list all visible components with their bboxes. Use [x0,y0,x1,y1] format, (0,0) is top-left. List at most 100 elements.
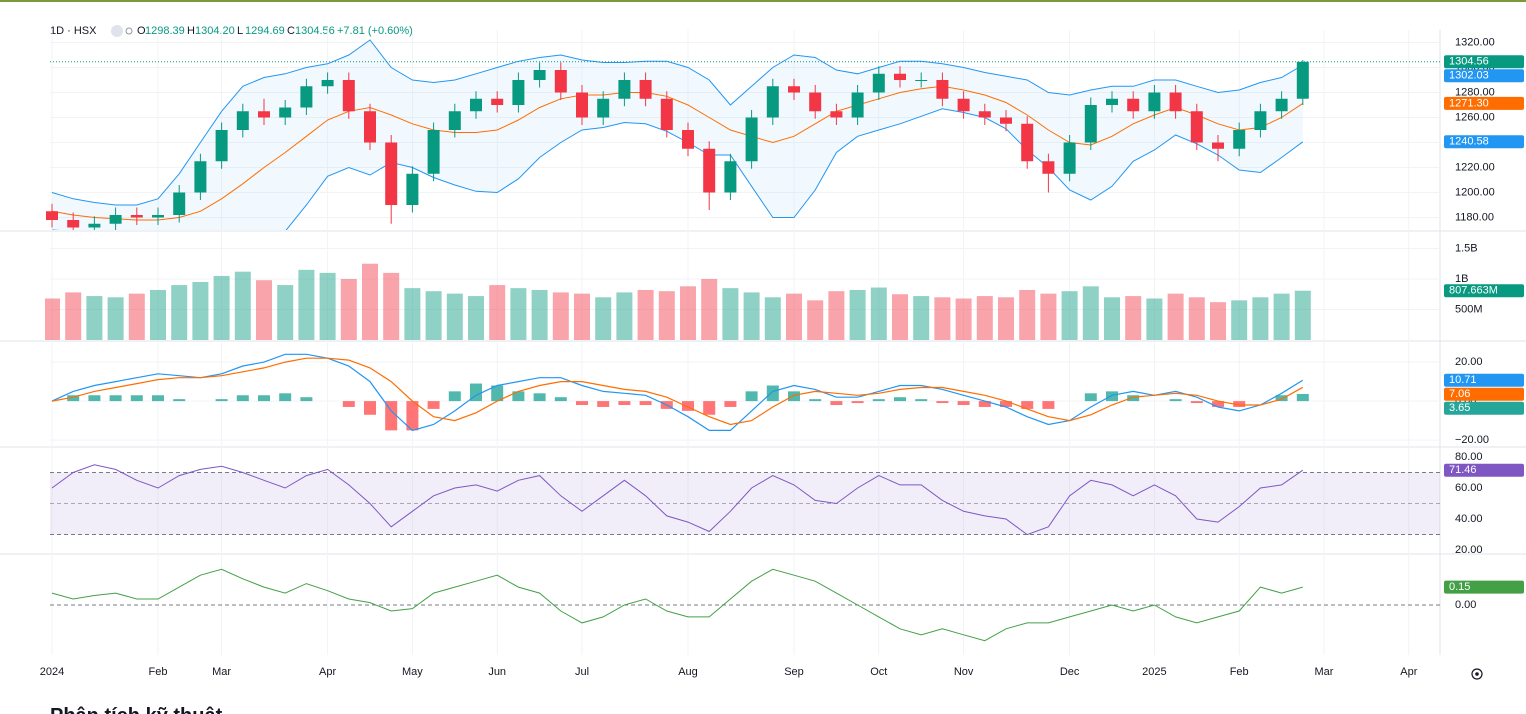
volume-bar [870,287,887,340]
value-tag [1444,463,1524,477]
histogram-bar [915,399,928,402]
candle-body [491,98,504,105]
volume-bar [976,296,993,340]
candle-body [1106,98,1118,105]
candle-body [957,98,970,112]
candle-body [46,211,58,220]
y-tick-label: 40.00 [1455,513,1483,525]
x-tick-label: Dec [1060,666,1080,678]
candle-body [703,148,716,193]
y-tick-label: 0.00 [1455,599,1476,611]
histogram-bar [1233,401,1246,407]
y-tick-label: 1B [1455,273,1468,285]
candle-body [660,98,673,130]
value-tag [1444,96,1524,110]
volume-bar [234,271,251,340]
histogram-bar [88,395,101,402]
pane-4 [50,568,1440,642]
histogram-bar [1212,401,1224,407]
x-tick-label: Sep [784,666,804,678]
histogram-bar [639,401,652,406]
band-upper [51,39,1304,206]
histogram-bar [152,395,164,402]
ohlc-name: H [187,25,195,37]
histogram-bar [406,401,419,431]
value-tag [1444,55,1524,69]
histogram-bar [109,395,122,402]
candle-body [1021,123,1034,162]
volume-bar [722,288,739,340]
candle-body [1296,61,1309,99]
candle-body [830,111,843,118]
histogram-bar [597,401,610,407]
status-dot [125,27,133,35]
value-tag-label: 1302.03 [1449,70,1489,82]
candle-body [1000,117,1012,124]
x-tick-label: May [402,666,423,678]
candle-body [321,80,334,87]
candle-body [872,73,885,93]
y-tick-label: −20.00 [1455,434,1489,446]
volume-bar [637,289,654,340]
histogram-bar [618,401,631,406]
histogram-bar [448,391,461,402]
histogram-bar [872,399,885,402]
histogram-bar [1021,401,1034,409]
volume-bar [892,294,908,340]
histogram-bar [1042,401,1055,409]
volume-bar [404,288,421,340]
symbol: 1D · HSX [50,25,97,37]
value-tag-label: 1240.58 [1449,136,1489,148]
candle-body [809,92,822,112]
y-tick-label: 1320.00 [1455,36,1495,48]
volume-bar [298,269,315,340]
change: +7.81 (+0.60%) [337,25,413,37]
candle-body [258,111,270,118]
volume-bar [340,278,357,340]
candle-body [279,107,292,118]
value-tag [1444,387,1524,401]
histogram-bar [682,401,694,411]
volume-bar [489,285,506,340]
ohlc-value: 1294.69 [245,25,285,37]
volume-bar [680,286,696,340]
x-tick-label: Nov [954,666,974,678]
candle-body [1233,130,1246,149]
volume-bar [383,272,400,340]
candle-body [766,86,779,118]
ohlc-value: 1304.56 [295,25,335,37]
y-tick-label: 1180.00 [1455,211,1494,223]
volume-bar [786,293,802,340]
volume-bar [45,298,60,340]
histogram-bar [364,401,376,415]
volume-bar [150,289,166,340]
ohlc-value: 1304.20 [195,25,235,37]
volume-bar [552,292,569,340]
histogram-bar [491,385,504,402]
band-middle [51,85,1304,221]
histogram-bar [745,391,758,402]
candle-body [448,111,461,130]
settings-icon[interactable] [1471,668,1483,680]
volume-bar [616,292,633,340]
volume-bar [128,293,145,340]
x-tick-label: Feb [149,666,168,678]
candle-body [1190,111,1203,143]
y-tick-label: 1220.00 [1455,161,1495,173]
candle-body [152,215,164,218]
candle-body [109,215,122,224]
candle-body [342,80,355,112]
volume-bar [510,288,527,340]
histogram-bar [1000,401,1012,407]
value-tag [1444,580,1524,594]
candle-body [554,70,567,93]
candle-body [236,111,249,130]
histogram-bar [809,399,822,402]
y-tick-label: 1.5B [1455,242,1478,254]
ohlc-name: O [137,25,146,37]
x-tick-label: Oct [870,666,887,678]
histogram-bar [1296,393,1309,402]
candle-body [936,80,949,99]
y-tick-label: 60.00 [1455,482,1483,494]
